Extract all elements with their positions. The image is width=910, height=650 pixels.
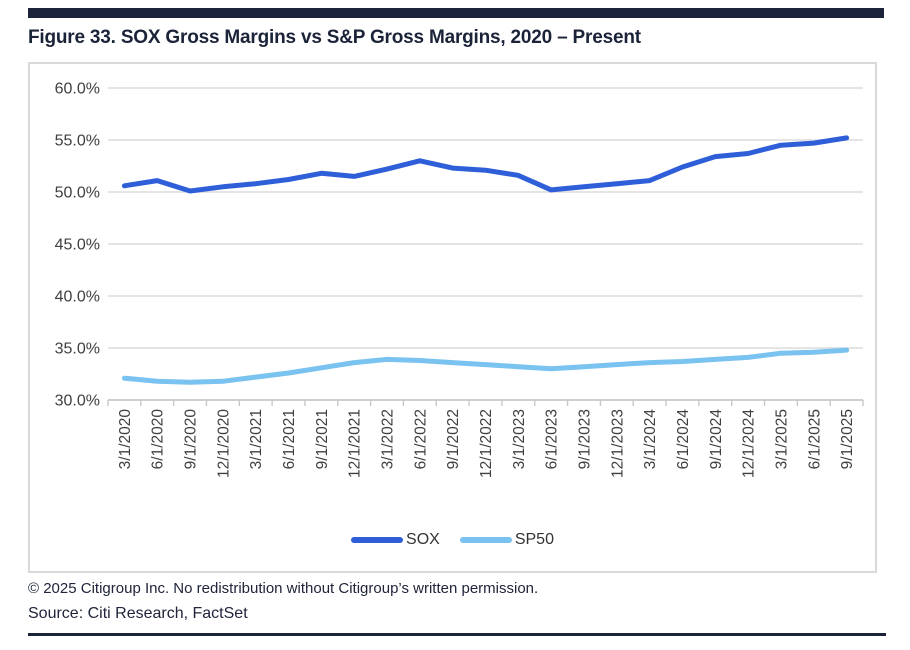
y-tick-label: 45.0% bbox=[55, 237, 100, 254]
sp50-line bbox=[121, 347, 850, 385]
x-tick-label: 6/1/2024 bbox=[675, 409, 692, 470]
y-tick-label: 30.0% bbox=[55, 393, 100, 410]
x-tick-label: 3/1/2025 bbox=[773, 409, 790, 469]
legend-swatch-sp50 bbox=[459, 537, 512, 543]
figure-top-rule bbox=[28, 8, 884, 18]
copyright-note: © 2025 Citigroup Inc. No redistribution … bbox=[28, 580, 539, 597]
chart-legend: SOX SP50 bbox=[30, 531, 875, 549]
x-tick-label: 9/1/2020 bbox=[183, 409, 200, 470]
x-tick-label: 9/1/2022 bbox=[445, 409, 462, 469]
x-tick-label: 12/1/2024 bbox=[741, 409, 758, 478]
x-tick-label: 3/1/2023 bbox=[511, 409, 528, 469]
y-tick-label: 35.0% bbox=[55, 341, 100, 358]
y-tick-label: 50.0% bbox=[55, 185, 100, 202]
x-tick-label: 9/1/2024 bbox=[708, 409, 725, 470]
x-tick-label: 9/1/2023 bbox=[576, 409, 593, 469]
x-tick-label: 3/1/2020 bbox=[117, 409, 134, 470]
x-tick-label: 12/1/2022 bbox=[478, 409, 495, 478]
x-tick-label: 6/1/2023 bbox=[544, 409, 561, 469]
y-tick-label: 60.0% bbox=[55, 81, 100, 98]
figure-bottom-rule bbox=[28, 633, 886, 636]
y-tick-label: 40.0% bbox=[55, 289, 100, 306]
x-tick-label: 3/1/2021 bbox=[248, 409, 265, 469]
x-tick-label: 6/1/2025 bbox=[806, 409, 823, 469]
y-tick-label: 55.0% bbox=[55, 133, 100, 150]
x-tick-label: 6/1/2020 bbox=[150, 409, 167, 470]
sox-line bbox=[121, 135, 850, 194]
chart-area: 30.0% 35.0% 40.0% 45.0% 50.0% 55.0% 60.0% 3/1/2… bbox=[28, 62, 877, 573]
source-note: Source: Citi Research, FactSet bbox=[28, 605, 248, 622]
x-tick-label: 9/1/2025 bbox=[839, 409, 856, 469]
x-tick-label: 9/1/2021 bbox=[314, 409, 331, 469]
x-tick-label: 3/1/2022 bbox=[380, 409, 397, 469]
x-tick-label: 6/1/2021 bbox=[281, 409, 298, 469]
x-tick-label: 6/1/2022 bbox=[412, 409, 429, 469]
legend-label-sox: SOX bbox=[406, 531, 440, 548]
legend-label-sp50: SP50 bbox=[514, 531, 554, 548]
gross-margins-line-chart: 30.0% 35.0% 40.0% 45.0% 50.0% 55.0% 60.0% 3/1/2… bbox=[55, 81, 864, 478]
x-tick-label: 12/1/2020 bbox=[215, 409, 232, 478]
figure-title: Figure 33. SOX Gross Margins vs S&P Gros… bbox=[28, 27, 641, 48]
legend-swatch-sox bbox=[351, 537, 404, 543]
legend-item-sp50: SP50 bbox=[459, 531, 554, 549]
x-tick-label: 12/1/2021 bbox=[347, 409, 364, 478]
legend-item-sox: SOX bbox=[351, 531, 440, 549]
x-tick-label: 3/1/2024 bbox=[642, 409, 659, 470]
x-tick-label: 12/1/2023 bbox=[609, 409, 626, 478]
